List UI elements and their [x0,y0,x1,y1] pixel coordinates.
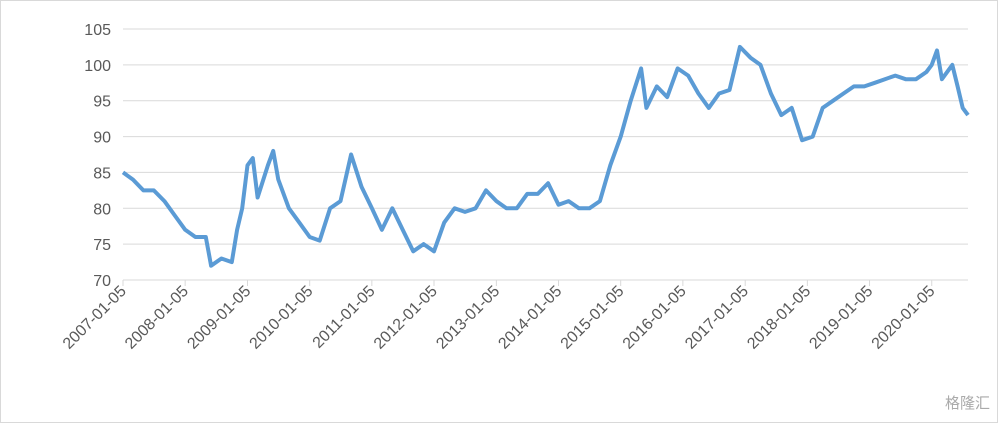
y-tick-label: 105 [84,22,111,39]
y-tick-label: 100 [84,58,111,75]
y-tick-label: 90 [93,130,111,147]
series-line [121,44,970,268]
y-tick-label: 85 [93,165,111,182]
y-tick-label: 75 [93,237,111,254]
y-tick-label: 80 [93,201,111,218]
watermark: 格隆汇 [945,395,990,412]
y-tick-label: 95 [93,94,111,111]
y-tick-label: 70 [93,273,111,290]
plot [121,44,970,268]
